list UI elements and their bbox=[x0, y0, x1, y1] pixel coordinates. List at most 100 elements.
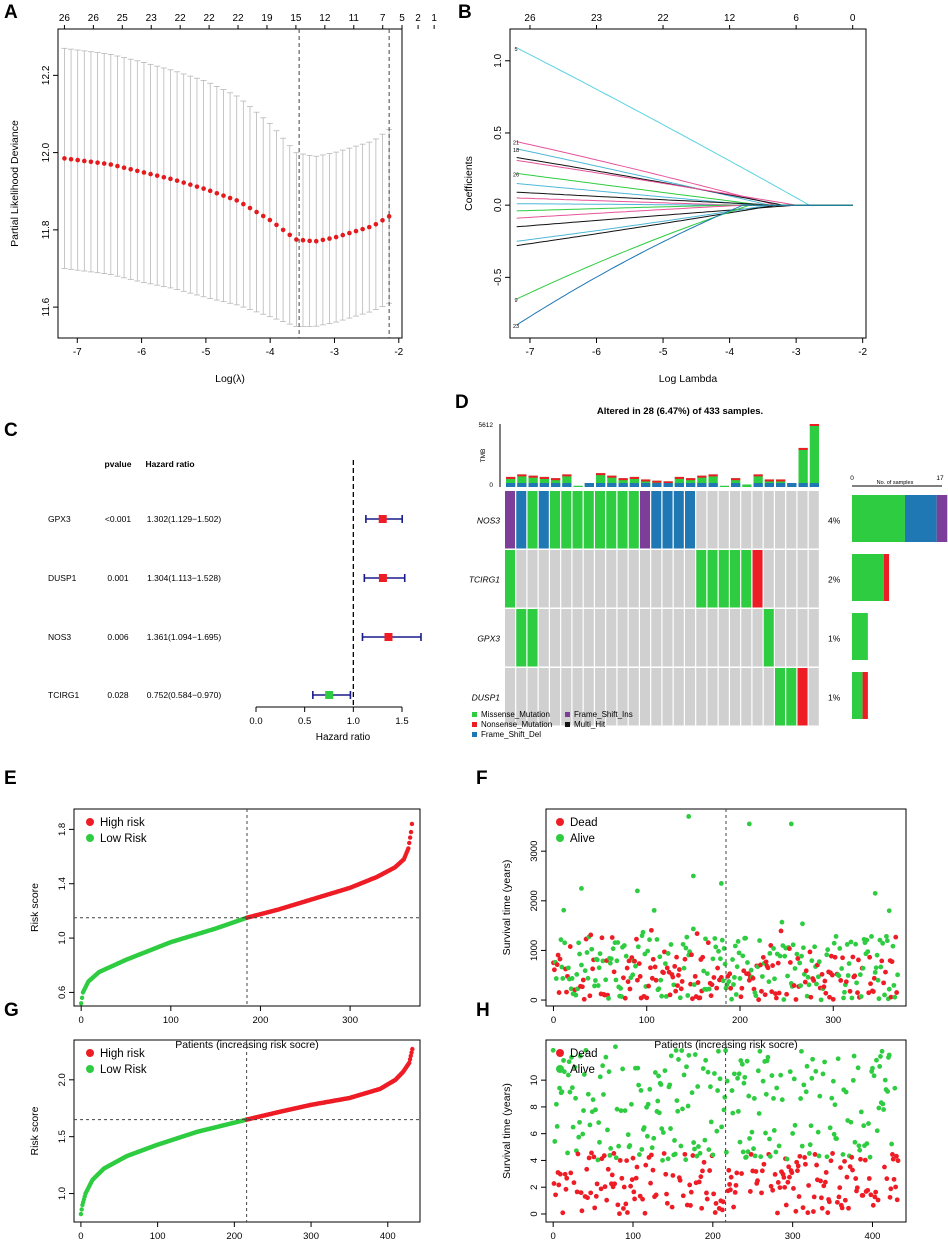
f-survival-point bbox=[858, 994, 864, 999]
a-top-tick-label: 22 bbox=[175, 13, 187, 24]
d-cell bbox=[741, 550, 752, 608]
h-survival-point bbox=[838, 1165, 843, 1170]
a-deviance-point bbox=[254, 209, 259, 215]
f-survival-point bbox=[886, 986, 892, 992]
f-survival-point bbox=[663, 994, 669, 999]
d-tmb-bar-base bbox=[764, 483, 774, 487]
a-ytick-label: 11.8 bbox=[41, 220, 52, 239]
d-cell bbox=[595, 668, 606, 726]
f-survival-point bbox=[865, 949, 871, 954]
d-tmb-bar-top bbox=[798, 447, 808, 450]
f-survival-point bbox=[642, 951, 648, 957]
b-ytick-label: 0.5 bbox=[493, 126, 504, 140]
d-side-bar bbox=[852, 672, 863, 719]
h-survival-point bbox=[717, 1076, 723, 1082]
a-deviance-point bbox=[294, 237, 299, 242]
d-cell bbox=[662, 491, 673, 549]
f-survival-point bbox=[720, 978, 726, 984]
d-cell bbox=[550, 491, 561, 549]
f-survival-point bbox=[746, 977, 752, 983]
h-survival-point bbox=[779, 1097, 785, 1103]
f-survival-point bbox=[599, 935, 605, 941]
f-survival-point bbox=[567, 944, 573, 949]
d-cell bbox=[516, 668, 527, 726]
g-xtick-label: 0 bbox=[78, 1231, 83, 1242]
h-survival-point bbox=[694, 1153, 700, 1159]
d-cell bbox=[662, 550, 673, 608]
h-survival-point bbox=[726, 1167, 732, 1173]
b-coef-path bbox=[516, 141, 853, 206]
h-survival-point bbox=[622, 1108, 628, 1113]
f-survival-point bbox=[664, 965, 670, 971]
f-survival-point bbox=[832, 954, 838, 960]
f-survival-point bbox=[590, 966, 596, 972]
h-survival-point bbox=[834, 1136, 839, 1142]
f-survival-point bbox=[781, 997, 787, 1002]
f-survival-point bbox=[597, 951, 603, 957]
d-gene-label: NOS3 bbox=[477, 516, 500, 526]
f-legend-dead: Dead bbox=[570, 817, 598, 829]
d-cell bbox=[583, 668, 594, 726]
h-survival-point bbox=[696, 1179, 702, 1185]
f-survival-point bbox=[767, 950, 773, 956]
h-ytick-label: 4 bbox=[529, 1158, 540, 1163]
h-survival-point bbox=[649, 1145, 655, 1151]
h-survival-point bbox=[667, 1082, 673, 1088]
d-gene-pct: 1% bbox=[828, 634, 841, 644]
h-survival-point bbox=[590, 1097, 596, 1103]
h-survival-point bbox=[625, 1132, 631, 1138]
d-cell bbox=[583, 491, 594, 549]
panel-e-risk-score: 0 100 200 300 0.6 1.0 1.4 1.8 Patients (increasi… bbox=[29, 808, 421, 1051]
d-cell bbox=[685, 609, 696, 667]
f-survival-point bbox=[608, 956, 614, 962]
h-survival-point bbox=[759, 1190, 764, 1196]
a-deviance-point bbox=[340, 232, 346, 238]
f-survival-point bbox=[737, 976, 743, 981]
f-survival-point bbox=[647, 937, 652, 943]
a-deviance-point bbox=[101, 161, 107, 166]
h-survival-point bbox=[593, 1107, 598, 1113]
d-cell bbox=[797, 550, 808, 608]
h-survival-point bbox=[562, 1171, 568, 1177]
h-survival-point bbox=[812, 1152, 818, 1157]
h-survival-point bbox=[892, 1085, 898, 1091]
f-survival-point bbox=[803, 968, 809, 974]
f-survival-point bbox=[662, 949, 667, 955]
h-xtick-label: 0 bbox=[551, 1231, 556, 1242]
h-survival-point bbox=[573, 1095, 578, 1101]
h-survival-point bbox=[663, 1171, 669, 1177]
f-survival-point bbox=[640, 929, 646, 935]
f-survival-point bbox=[577, 951, 582, 957]
f-survival-point bbox=[812, 944, 818, 950]
f-survival-point bbox=[568, 986, 574, 992]
h-survival-point bbox=[867, 1154, 873, 1160]
f-survival-point bbox=[718, 956, 723, 962]
h-survival-point bbox=[817, 1093, 823, 1099]
panel-g-risk-score: 0 100 200 300 400 1.0 1.5 2.0 Patients (increasi… bbox=[29, 1039, 421, 1256]
h-survival-point bbox=[700, 1066, 706, 1071]
a-ytick-label: 11.6 bbox=[41, 297, 52, 316]
h-survival-point bbox=[675, 1108, 681, 1114]
d-tmb-bar bbox=[506, 476, 516, 487]
f-survival-point bbox=[837, 946, 843, 951]
h-survival-point bbox=[840, 1152, 846, 1157]
d-tmb-bar bbox=[809, 424, 819, 487]
d-tmb-bar-top bbox=[686, 478, 696, 481]
h-survival-point bbox=[823, 1170, 829, 1175]
h-survival-point bbox=[834, 1199, 840, 1205]
h-survival-point bbox=[705, 1069, 711, 1075]
h-survival-point bbox=[565, 1072, 571, 1078]
f-survival-point bbox=[884, 933, 889, 939]
d-tmb-max: 5612 bbox=[479, 422, 494, 429]
f-survival-point bbox=[819, 971, 825, 977]
a-deviance-point bbox=[307, 238, 312, 244]
c-gene-label: NOS3 bbox=[48, 632, 71, 642]
d-tmb-bar-base bbox=[562, 483, 572, 487]
f-survival-point bbox=[668, 942, 674, 947]
h-survival-point bbox=[749, 1129, 755, 1135]
h-ylabel: Survival time (years) bbox=[501, 1083, 513, 1179]
d-gene-pct: 1% bbox=[828, 693, 841, 703]
g-legend-dot-low bbox=[86, 1065, 94, 1073]
h-survival-point bbox=[636, 1152, 642, 1157]
h-survival-point bbox=[820, 1071, 826, 1077]
